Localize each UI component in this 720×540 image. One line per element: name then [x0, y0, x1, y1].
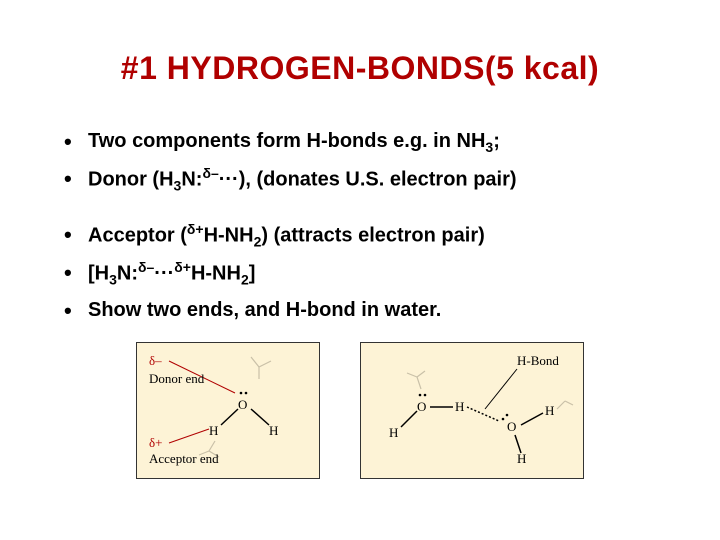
bullet-item: Show two ends, and H-bond in water. [60, 296, 670, 324]
atom-O-left: O [417, 399, 426, 414]
atom-H: H [545, 403, 554, 418]
diagrams-row: O H H δ– Donor end δ+ Acceptor end O [50, 342, 670, 479]
bullet-item: [H3N:δ–···δ+H-NH2] [60, 258, 670, 290]
delta-minus: δ– [149, 353, 162, 368]
spacer [60, 202, 670, 220]
water-hbond-svg: O H H O H H H-Bond [367, 349, 577, 467]
ghost-molecule [251, 357, 271, 379]
bullet-list: Two components form H-bonds e.g. in NH3;… [50, 127, 670, 324]
water-donor-acceptor-svg: O H H δ– Donor end δ+ Acceptor end [143, 349, 313, 467]
hydrogen-bond [467, 407, 499, 421]
hbond-label: H-Bond [517, 353, 559, 368]
bullet-item: Acceptor (δ+H-NH2) (attracts electron pa… [60, 220, 670, 252]
diagram-hbond: O H H O H H H-Bond [360, 342, 584, 479]
delta-plus: δ+ [149, 435, 162, 450]
atom-H: H [517, 451, 526, 466]
bullet-item: Donor (H3N:δ–···), (donates U.S. electro… [60, 164, 670, 196]
bullet-item: Two components form H-bonds e.g. in NH3; [60, 127, 670, 158]
atom-O: O [238, 397, 247, 412]
acceptor-end-label: Acceptor end [149, 451, 219, 466]
atom-O-right: O [507, 419, 516, 434]
atom-H-right: H [269, 423, 278, 438]
slide-title: #1 HYDROGEN-BONDS(5 kcal) [50, 50, 670, 87]
atom-H-left: H [209, 423, 218, 438]
diagram-donor-acceptor: O H H δ– Donor end δ+ Acceptor end [136, 342, 320, 479]
atom-H: H [389, 425, 398, 440]
donor-end-label: Donor end [149, 371, 205, 386]
atom-H-bridge: H [455, 399, 464, 414]
